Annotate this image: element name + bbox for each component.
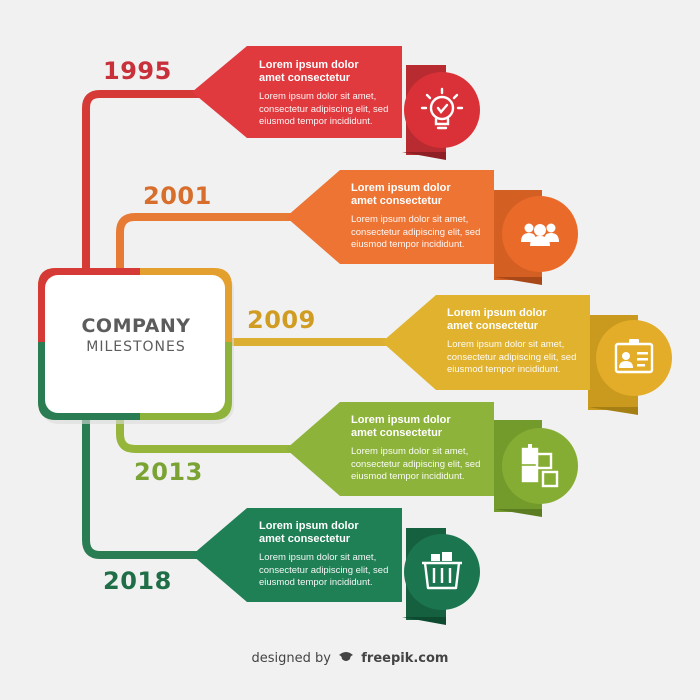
card-heading-line: Lorem ipsum dolor	[259, 520, 359, 532]
card-body-line: eiusmod tempor incididunt.	[351, 239, 465, 250]
card-heading-line: amet consectetur	[351, 427, 443, 439]
card-text-2001: Lorem ipsum dolor amet consectetur Lorem…	[351, 182, 491, 252]
year-2001: 2001	[143, 182, 212, 210]
card-body: Lorem ipsum dolor sit amet, consectetur …	[351, 214, 491, 252]
card-body-line: eiusmod tempor incididunt.	[259, 116, 373, 127]
basket-icon	[422, 552, 462, 590]
card-heading-line: amet consectetur	[351, 195, 443, 207]
card-body: Lorem ipsum dolor sit amet, consectetur …	[351, 446, 491, 484]
card-heading: Lorem ipsum dolor amet consectetur	[447, 307, 587, 333]
year-2018: 2018	[103, 567, 172, 595]
year-2009: 2009	[247, 306, 316, 334]
center-box	[38, 268, 234, 424]
card-body-line: consectetur adipiscing elit, sed	[259, 103, 389, 115]
card-text-2018: Lorem ipsum dolor amet consectetur Lorem…	[259, 520, 399, 590]
card-body-line: Lorem ipsum dolor sit amet,	[351, 214, 469, 225]
card-body: Lorem ipsum dolor sit amet, consectetur …	[259, 552, 399, 590]
card-text-1995: Lorem ipsum dolor amet consectetur Lorem…	[259, 59, 399, 129]
center-title-main: COMPANY	[81, 315, 191, 337]
puzzle-icon	[521, 444, 559, 488]
connector-1995	[82, 90, 204, 276]
lightbulb-icon	[420, 87, 464, 130]
card-heading-line: Lorem ipsum dolor	[447, 307, 547, 319]
connector-2013	[116, 412, 294, 453]
card-body: Lorem ipsum dolor sit amet, consectetur …	[447, 339, 587, 377]
milestone-card-2009	[382, 295, 672, 415]
year-2013: 2013	[134, 458, 203, 486]
year-1995: 1995	[103, 57, 172, 85]
milestone-card-2013	[286, 402, 578, 517]
credit-brand[interactable]: freepik.com	[361, 651, 449, 666]
card-body: Lorem ipsum dolor sit amet, consectetur …	[259, 91, 399, 129]
card-heading-line: Lorem ipsum dolor	[351, 414, 451, 426]
center-title-sub: MILESTONES	[86, 339, 186, 355]
card-body-line: eiusmod tempor incididunt.	[447, 364, 561, 375]
connector-2018	[82, 408, 204, 559]
card-body-line: Lorem ipsum dolor sit amet,	[351, 446, 469, 457]
card-body-line: eiusmod tempor incididunt.	[351, 471, 465, 482]
card-body-line: Lorem ipsum dolor sit amet,	[447, 339, 565, 350]
card-heading-line: amet consectetur	[259, 72, 351, 84]
connector-2001	[116, 213, 294, 272]
card-heading: Lorem ipsum dolor amet consectetur	[259, 59, 399, 85]
card-text-2009: Lorem ipsum dolor amet consectetur Lorem…	[447, 307, 587, 377]
credit-line: designed by freepik.com	[0, 650, 700, 668]
card-body-line: consectetur adipiscing elit, sed	[351, 458, 481, 470]
team-icon	[521, 223, 559, 246]
card-body-line: consectetur adipiscing elit, sed	[351, 226, 481, 238]
card-text-2013: Lorem ipsum dolor amet consectetur Lorem…	[351, 414, 491, 484]
card-heading: Lorem ipsum dolor amet consectetur	[351, 414, 491, 440]
card-heading-line: amet consectetur	[259, 533, 351, 545]
credit-prefix: designed by	[251, 651, 331, 666]
card-heading: Lorem ipsum dolor amet consectetur	[351, 182, 491, 208]
card-body-line: Lorem ipsum dolor sit amet,	[259, 91, 377, 102]
card-body-line: consectetur adipiscing elit, sed	[259, 564, 389, 576]
card-body-line: eiusmod tempor incididunt.	[259, 577, 373, 588]
id-card-icon	[614, 339, 654, 374]
card-heading-line: Lorem ipsum dolor	[351, 182, 451, 194]
card-body-line: Lorem ipsum dolor sit amet,	[259, 552, 377, 563]
freepik-logo-icon	[338, 650, 354, 668]
card-heading-line: Lorem ipsum dolor	[259, 59, 359, 71]
card-body-line: consectetur adipiscing elit, sed	[447, 351, 577, 363]
center-title: COMPANY MILESTONES	[50, 315, 222, 355]
card-heading-line: amet consectetur	[447, 320, 539, 332]
card-heading: Lorem ipsum dolor amet consectetur	[259, 520, 399, 546]
